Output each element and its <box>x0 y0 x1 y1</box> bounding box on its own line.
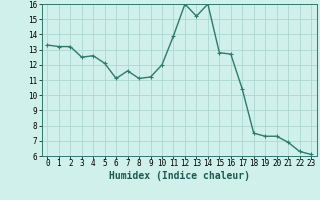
X-axis label: Humidex (Indice chaleur): Humidex (Indice chaleur) <box>109 171 250 181</box>
